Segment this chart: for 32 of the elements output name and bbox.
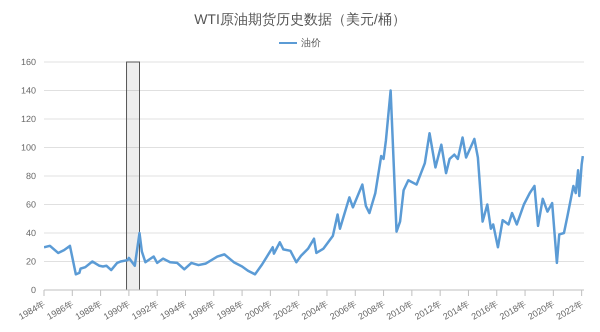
y-tick-label: 80 xyxy=(26,171,36,182)
x-tick-label: 2000年 xyxy=(243,298,274,322)
x-tick-label: 2008年 xyxy=(356,298,387,322)
x-tick-label: 2014年 xyxy=(441,298,472,322)
legend-label: 油价 xyxy=(301,36,321,50)
x-tick-label: 2018年 xyxy=(498,298,528,322)
y-tick-label: 0 xyxy=(30,285,36,296)
chart-title: WTI原油期货历史数据（美元/桶） xyxy=(193,10,407,29)
y-tick-label: 100 xyxy=(20,142,36,153)
x-tick-label: 2002年 xyxy=(272,298,302,322)
line-series xyxy=(44,89,584,276)
x-tick-label: 2020年 xyxy=(526,298,556,322)
x-tick-label: 1996年 xyxy=(186,298,217,322)
y-tick-label: 140 xyxy=(20,86,36,96)
x-tick-label: 2022年 xyxy=(554,298,585,322)
x-tick-label: 1998年 xyxy=(214,298,246,322)
y-tick-label: 20 xyxy=(26,256,36,267)
y-tick-label: 120 xyxy=(20,114,36,124)
x-tick-label: 2006年 xyxy=(328,298,358,322)
x-tick-label: 2016年 xyxy=(470,298,500,322)
y-tick-label: 160 xyxy=(20,57,36,68)
x-tick-label: 1988年 xyxy=(73,298,104,322)
x-tick-label: 2004年 xyxy=(300,298,330,322)
x-tick-label: 1994年 xyxy=(158,298,188,322)
x-tick-label: 1992年 xyxy=(130,298,160,322)
x-tick-label: 2010年 xyxy=(384,298,415,322)
y-tick-label: 60 xyxy=(26,200,36,210)
x-tick-label: 1986年 xyxy=(45,298,76,322)
x-tick-label: 2012年 xyxy=(413,298,444,322)
x-tick-label: 1990年 xyxy=(102,298,132,322)
x-tick-label: 1984年 xyxy=(16,298,47,322)
y-tick-label: 40 xyxy=(26,228,36,238)
